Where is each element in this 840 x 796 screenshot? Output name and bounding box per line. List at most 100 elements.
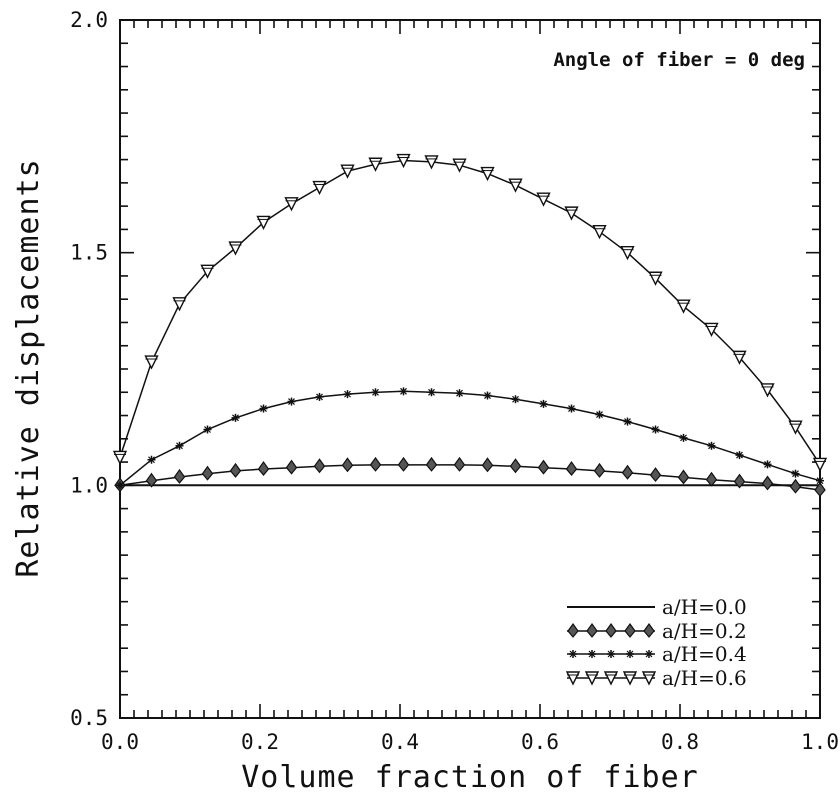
- y-tick-label: 0.5: [70, 706, 108, 730]
- point-marker: [733, 473, 746, 489]
- x-tick-label: 0.0: [101, 730, 139, 754]
- point-marker: [764, 460, 771, 468]
- point-marker: [607, 650, 615, 658]
- point-marker: [812, 457, 828, 472]
- x-tick-label: 0.6: [521, 730, 559, 754]
- legend-label: a/H=0.0: [662, 595, 747, 619]
- point-marker: [145, 472, 158, 488]
- point-marker: [313, 458, 326, 474]
- point-marker: [344, 390, 351, 398]
- point-marker: [624, 418, 631, 426]
- point-marker: [708, 442, 715, 450]
- point-marker: [677, 469, 690, 485]
- point-marker: [649, 467, 662, 483]
- point-marker: [621, 464, 634, 480]
- point-marker: [814, 481, 826, 497]
- point-marker: [605, 622, 617, 638]
- plot-frame: [119, 19, 821, 719]
- point-marker: [567, 622, 579, 638]
- point-marker: [592, 225, 607, 240]
- point-marker: [509, 458, 522, 474]
- point-marker: [596, 411, 603, 419]
- point-marker: [761, 475, 774, 491]
- point-marker: [372, 388, 379, 396]
- point-marker: [173, 468, 186, 484]
- point-marker: [512, 395, 519, 403]
- point-marker: [564, 206, 579, 221]
- point-marker: [652, 426, 659, 433]
- series-line: [119, 390, 821, 486]
- series-2: [116, 387, 824, 490]
- legend-entry: a/H=0.2: [567, 619, 747, 643]
- point-marker: [624, 622, 636, 638]
- series-line: [119, 159, 821, 465]
- legend-label: a/H=0.6: [662, 666, 747, 690]
- y-tick-label: 1.5: [70, 241, 108, 265]
- point-marker: [568, 405, 575, 412]
- point-marker: [645, 650, 653, 658]
- point-marker: [176, 442, 183, 450]
- point-marker: [172, 297, 187, 312]
- point-marker: [428, 388, 435, 396]
- point-marker: [456, 389, 463, 397]
- point-marker: [369, 456, 382, 472]
- point-marker: [288, 398, 295, 405]
- x-tick-label: 1.0: [801, 730, 839, 754]
- point-marker: [116, 481, 124, 489]
- point-marker: [536, 192, 551, 207]
- point-marker: [201, 465, 214, 481]
- point-marker: [816, 477, 824, 485]
- point-marker: [593, 462, 606, 478]
- legend-entry: a/H=0.6: [565, 666, 747, 690]
- point-marker: [144, 355, 159, 370]
- point-marker: [680, 434, 687, 442]
- point-marker: [588, 650, 596, 658]
- point-marker: [148, 456, 155, 464]
- y-tick-label: 1.0: [70, 473, 108, 497]
- x-tick-label: 0.4: [381, 730, 419, 754]
- point-marker: [736, 451, 743, 459]
- x-tick-label: 0.8: [661, 730, 699, 754]
- legend-label: a/H=0.2: [662, 619, 747, 643]
- point-marker: [484, 392, 491, 399]
- point-marker: [316, 393, 323, 401]
- x-tick-label: 0.2: [241, 730, 279, 754]
- y-tick-label: 2.0: [70, 8, 108, 32]
- y-axis-title: Relative displacements: [11, 158, 46, 577]
- point-marker: [705, 471, 718, 487]
- series-3: [112, 153, 828, 472]
- point-marker: [760, 383, 775, 398]
- point-marker: [789, 478, 802, 494]
- point-marker: [229, 462, 242, 478]
- point-marker: [397, 456, 410, 472]
- point-marker: [260, 405, 267, 412]
- point-marker: [204, 426, 211, 433]
- legend-label: a/H=0.4: [662, 642, 747, 666]
- point-marker: [481, 457, 494, 473]
- point-marker: [569, 650, 577, 658]
- tick-labels: 0.0 0.2 0.4 0.6 0.8 1.0 0.5 1.0 1.5 2.0: [70, 8, 839, 754]
- point-marker: [565, 461, 578, 476]
- point-marker: [425, 456, 438, 472]
- point-marker: [340, 164, 355, 179]
- point-marker: [480, 166, 495, 182]
- point-marker: [508, 178, 523, 193]
- legend: a/H=0.0a/H=0.2a/H=0.4a/H=0.6: [565, 595, 747, 690]
- point-marker: [257, 461, 270, 476]
- point-marker: [643, 622, 655, 638]
- point-marker: [232, 414, 239, 422]
- point-marker: [453, 456, 466, 472]
- point-marker: [312, 180, 327, 196]
- point-marker: [285, 459, 298, 475]
- point-marker: [540, 400, 547, 408]
- series-1: [114, 456, 826, 497]
- point-marker: [341, 457, 354, 473]
- chart-annotation: Angle of fiber = 0 deg: [553, 49, 805, 71]
- point-marker: [537, 459, 550, 475]
- point-marker: [792, 470, 799, 478]
- point-marker: [284, 197, 299, 212]
- point-marker: [626, 650, 634, 658]
- legend-entry: a/H=0.4: [567, 642, 747, 666]
- point-marker: [400, 387, 407, 395]
